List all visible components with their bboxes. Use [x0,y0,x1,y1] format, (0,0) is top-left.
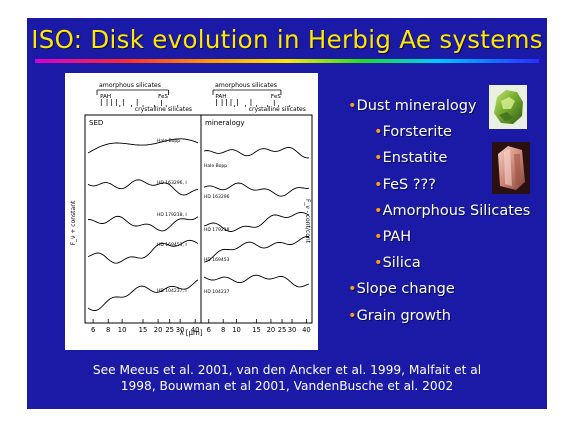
slide: ISO: Disk evolution in Herbig Ae systems… [27,18,547,409]
x-tick-label: 6 [207,326,211,334]
x-axis-label: λ [μm] [179,329,202,337]
x-tick-label: 15 [139,326,148,334]
sub-bullet-item: •Silica [374,255,421,271]
sub-bullet-item: •Amorphous Silicates [374,203,530,219]
mineralogy-spectrum-line [203,146,310,159]
mineralogy-spectrum-label: HD 169453 [204,257,230,263]
mineralogy-spectrum-label: HD 104237 [204,289,230,295]
x-tick-label: 25 [278,326,287,334]
x-tick-label: 8 [221,326,225,334]
mineralogy-spectrum-line [203,236,310,263]
references: See Meeus et al. 2001, van den Ancker et… [27,362,547,394]
crystalline-label: crystalline silicates [135,106,192,113]
bullet-text: Slope change [356,281,455,298]
bullet-text: Amorphous Silicates [382,202,531,219]
bullet-marker: • [348,281,357,298]
fes-label: FeS [158,94,168,100]
x-tick-label: 30 [176,326,185,334]
mineralogy-spectrum-line [203,212,310,232]
forsterite-mineral-photo [489,85,527,129]
sed-spectrum-label: HD 163296, I [157,180,187,186]
bullet-text: FeS ??? [382,176,436,193]
x-tick-label: 20 [267,326,276,334]
bullet-marker: • [374,150,383,167]
enstatite-mineral-photo [492,142,530,194]
sub-bullet-item: •PAH [374,229,411,245]
amorphous-label: amorphous silicates [215,82,277,89]
mineralogy-spectrum-label: Hale Bopp [204,163,227,169]
bullet-item: •Grain growth [348,308,451,324]
x-tick-label: 20 [154,326,163,334]
mineralogy-panel-label: mineralogy [205,119,245,127]
bullet-marker: • [374,124,383,141]
x-tick-label: 10 [118,326,127,334]
bullet-item: •Dust mineralogy [348,98,477,114]
bullet-text: Silica [382,255,421,272]
slide-title: ISO: Disk evolution in Herbig Ae systems [31,25,543,54]
sed-spectrum-line [87,138,199,154]
x-tick-label: 25 [165,326,174,334]
bullet-marker: • [374,229,383,245]
mineralogy-spectrum-line [203,274,310,288]
reference-line: See Meeus et al. 2001, van den Ancker et… [92,363,482,377]
left-y-axis-label: F_ν + constant [70,200,77,245]
x-tick-label: 10 [232,326,241,334]
mineralogy-spectrum-line [203,182,310,197]
spectra-figure: amorphous silicates PAH FeS crystalline sil… [65,73,318,350]
sed-spectrum-line [88,215,199,232]
x-tick-label: 15 [252,326,261,334]
sub-bullet-item: •FeS ??? [374,177,436,193]
bullet-marker: • [348,307,357,324]
pah-label: PAH [100,94,111,100]
mineralogy-spectrum-label: HD 179218 [204,227,230,233]
sed-spectrum-label: HD 169453, I [157,242,187,248]
bullet-marker: • [374,202,383,219]
x-tick-label: 8 [106,326,110,334]
sed-panel-label: SED [89,119,103,127]
sed-spectrum-line [87,179,199,196]
mineralogy-spectrum-label: HD 163296 [204,194,230,200]
sed-spectrum-label: HD 179218, I [157,212,187,218]
right-y-axis-label: F_ν - cont/cont [304,199,311,244]
sed-spectrum-label: HD 104237, I [157,288,187,294]
sed-spectrum-label: Hale Bopp [157,138,180,144]
sub-bullet-item: •Enstatite [374,150,447,166]
x-tick-label: 40 [302,326,311,334]
bullet-item: •Slope change [348,281,455,297]
rainbow-divider [35,59,539,63]
x-tick-label: 6 [91,326,95,334]
pah-label: PAH [215,94,226,100]
amorphous-label: amorphous silicates [99,82,161,89]
bullet-marker: • [374,176,383,193]
bullet-text: Grain growth [356,307,451,324]
sed-spectrum-line [87,239,199,264]
x-tick-label: 40 [191,326,200,334]
bullet-text: Enstatite [382,150,448,167]
reference-line: 1998, Bouwman et al 2001, VandenBusche e… [120,379,454,393]
spectra-figure-svg: amorphous silicates PAH FeS crystalline sil… [70,82,313,337]
bullet-marker: • [348,98,357,114]
x-tick-label: 30 [288,326,297,334]
bullet-text: Dust mineralogy [356,98,477,114]
bullet-marker: • [374,255,383,272]
crystalline-label: crystalline silicates [249,106,306,113]
bullet-text: Forsterite [382,124,452,141]
bullet-text: PAH [382,229,412,245]
fes-label: FeS [271,94,281,100]
sub-bullet-item: •Forsterite [374,124,452,140]
sed-spectrum-line [87,279,199,312]
